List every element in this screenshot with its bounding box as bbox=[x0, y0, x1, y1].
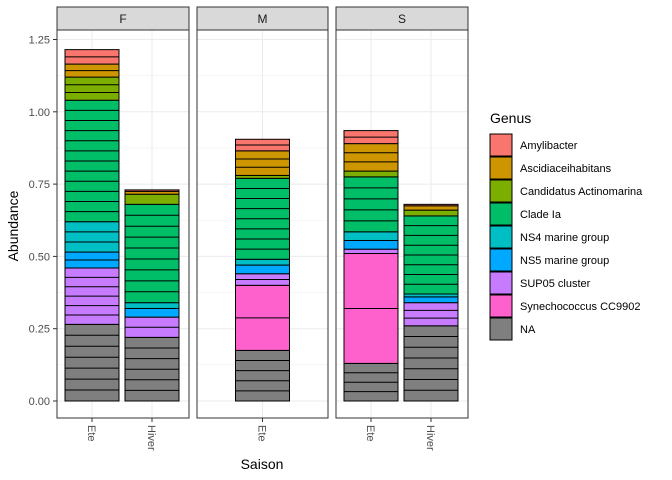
bar-segment-ns4-marine-group bbox=[64, 221, 120, 253]
facet-strip-label: M bbox=[258, 12, 268, 26]
legend-item: Amylibacter bbox=[489, 133, 578, 157]
facet-panels: F Ete Hiver M Ete S Ete Hiver bbox=[56, 6, 469, 451]
legend-item: Candidatus Actinomarina bbox=[489, 179, 643, 203]
bar-segment-candidatus-actinomarina bbox=[64, 76, 120, 101]
bar-segment-ns4-marine-group bbox=[343, 231, 399, 241]
x-tick-label: Ete bbox=[85, 425, 97, 442]
legend-label: NS4 marine group bbox=[520, 232, 609, 244]
bar-segment-amylibacter bbox=[124, 189, 180, 192]
bar-segment-ascidiaceihabitans bbox=[403, 205, 459, 211]
y-axis: 0.00 0.25 0.50 0.75 1.00 1.25 bbox=[29, 35, 57, 408]
stacked-bar-ete bbox=[64, 49, 120, 402]
bar-segment-candidatus-actinomarina bbox=[343, 170, 399, 178]
legend-label: Candidatus Actinomarina bbox=[520, 186, 643, 198]
x-tick-label: Hiver bbox=[424, 425, 436, 451]
bar-segment-ascidiaceihabitans bbox=[235, 150, 290, 176]
x-tick-label: Ete bbox=[364, 425, 376, 442]
legend-item: SUP05 cluster bbox=[489, 271, 591, 295]
legend-swatch bbox=[489, 133, 513, 157]
facet-panel-s: S Ete Hiver bbox=[335, 6, 469, 451]
bar-segment-clade-ia bbox=[343, 176, 399, 233]
bar-segment-ascidiaceihabitans bbox=[343, 143, 399, 172]
legend-swatch bbox=[489, 202, 513, 226]
legend-swatch bbox=[489, 156, 513, 180]
stacked-bar-ete bbox=[343, 130, 399, 402]
facet-strip-label: S bbox=[398, 12, 406, 26]
legend-label: NA bbox=[520, 324, 536, 336]
y-tick-label: 0.25 bbox=[29, 324, 50, 336]
y-tick-label: 0.50 bbox=[29, 251, 50, 263]
legend-label: Ascidiaceihabitans bbox=[520, 163, 612, 175]
y-tick-label: 1.25 bbox=[29, 35, 50, 47]
legend-item: NS5 marine group bbox=[489, 248, 609, 272]
bar-segment-ns5-marine-group bbox=[403, 296, 459, 304]
panel-border bbox=[56, 29, 190, 419]
legend-item: NS4 marine group bbox=[489, 225, 609, 249]
facet-panel-m: M Ete bbox=[196, 6, 329, 442]
legend-item: Synechococcus CC9902 bbox=[489, 294, 640, 318]
bar-segment-candidatus-actinomarina bbox=[403, 209, 459, 217]
legend-swatch bbox=[489, 225, 513, 249]
legend-label: SUP05 cluster bbox=[520, 278, 591, 290]
stacked-bar-hiver bbox=[403, 203, 459, 402]
stacked-bar-ete bbox=[235, 138, 290, 402]
bar-segment-clade-ia bbox=[124, 203, 180, 304]
legend-swatch bbox=[489, 317, 513, 341]
x-tick-label: Hiver bbox=[145, 425, 157, 451]
legend-item: Ascidiaceihabitans bbox=[489, 156, 612, 180]
bar-segment-amylibacter bbox=[403, 203, 459, 207]
bar-segment-na bbox=[235, 349, 290, 402]
bar-segment-sup05-cluster bbox=[343, 248, 399, 255]
legend-label: Clade Ia bbox=[520, 209, 562, 221]
legend-label: Amylibacter bbox=[520, 140, 578, 152]
legend: Genus Amylibacter Ascidiaceihabitans Candi… bbox=[489, 110, 643, 341]
legend-label: NS5 marine group bbox=[520, 255, 609, 267]
bar-segment-ns4-marine-group bbox=[235, 258, 290, 266]
bar-segment-na bbox=[64, 323, 120, 402]
bar-segment-ns5-marine-group bbox=[235, 264, 290, 275]
y-tick-label: 0.00 bbox=[29, 396, 50, 408]
legend-label: Synechococcus CC9902 bbox=[520, 301, 640, 313]
bar-segment-ns4-marine-group bbox=[124, 302, 180, 309]
legend-swatch bbox=[489, 179, 513, 203]
legend-swatch bbox=[489, 271, 513, 295]
bar-segment-candidatus-actinomarina bbox=[124, 193, 180, 205]
y-tick-label: 0.75 bbox=[29, 179, 50, 191]
legend-item: Clade Ia bbox=[489, 202, 562, 226]
bar-segment-ns5-marine-group bbox=[343, 239, 399, 250]
y-axis-title: Abundance bbox=[5, 190, 21, 261]
stacked-bar-hiver bbox=[124, 189, 180, 402]
panel-border bbox=[196, 29, 329, 419]
legend-title: Genus bbox=[490, 110, 531, 126]
bar-segment-sup05-cluster bbox=[403, 302, 459, 327]
legend-swatch bbox=[489, 248, 513, 272]
panel-border bbox=[335, 29, 469, 419]
legend-item: NA bbox=[489, 317, 536, 341]
bar-segment-ns5-marine-group bbox=[124, 307, 180, 318]
y-tick-label: 1.00 bbox=[29, 107, 50, 119]
bar-segment-na bbox=[403, 325, 459, 402]
x-tick-label: Ete bbox=[256, 425, 268, 442]
facet-panel-f: F Ete Hiver bbox=[56, 6, 190, 451]
legend-swatch bbox=[489, 294, 513, 318]
x-axis-title: Saison bbox=[241, 456, 284, 472]
facet-strip-label: F bbox=[119, 12, 126, 26]
